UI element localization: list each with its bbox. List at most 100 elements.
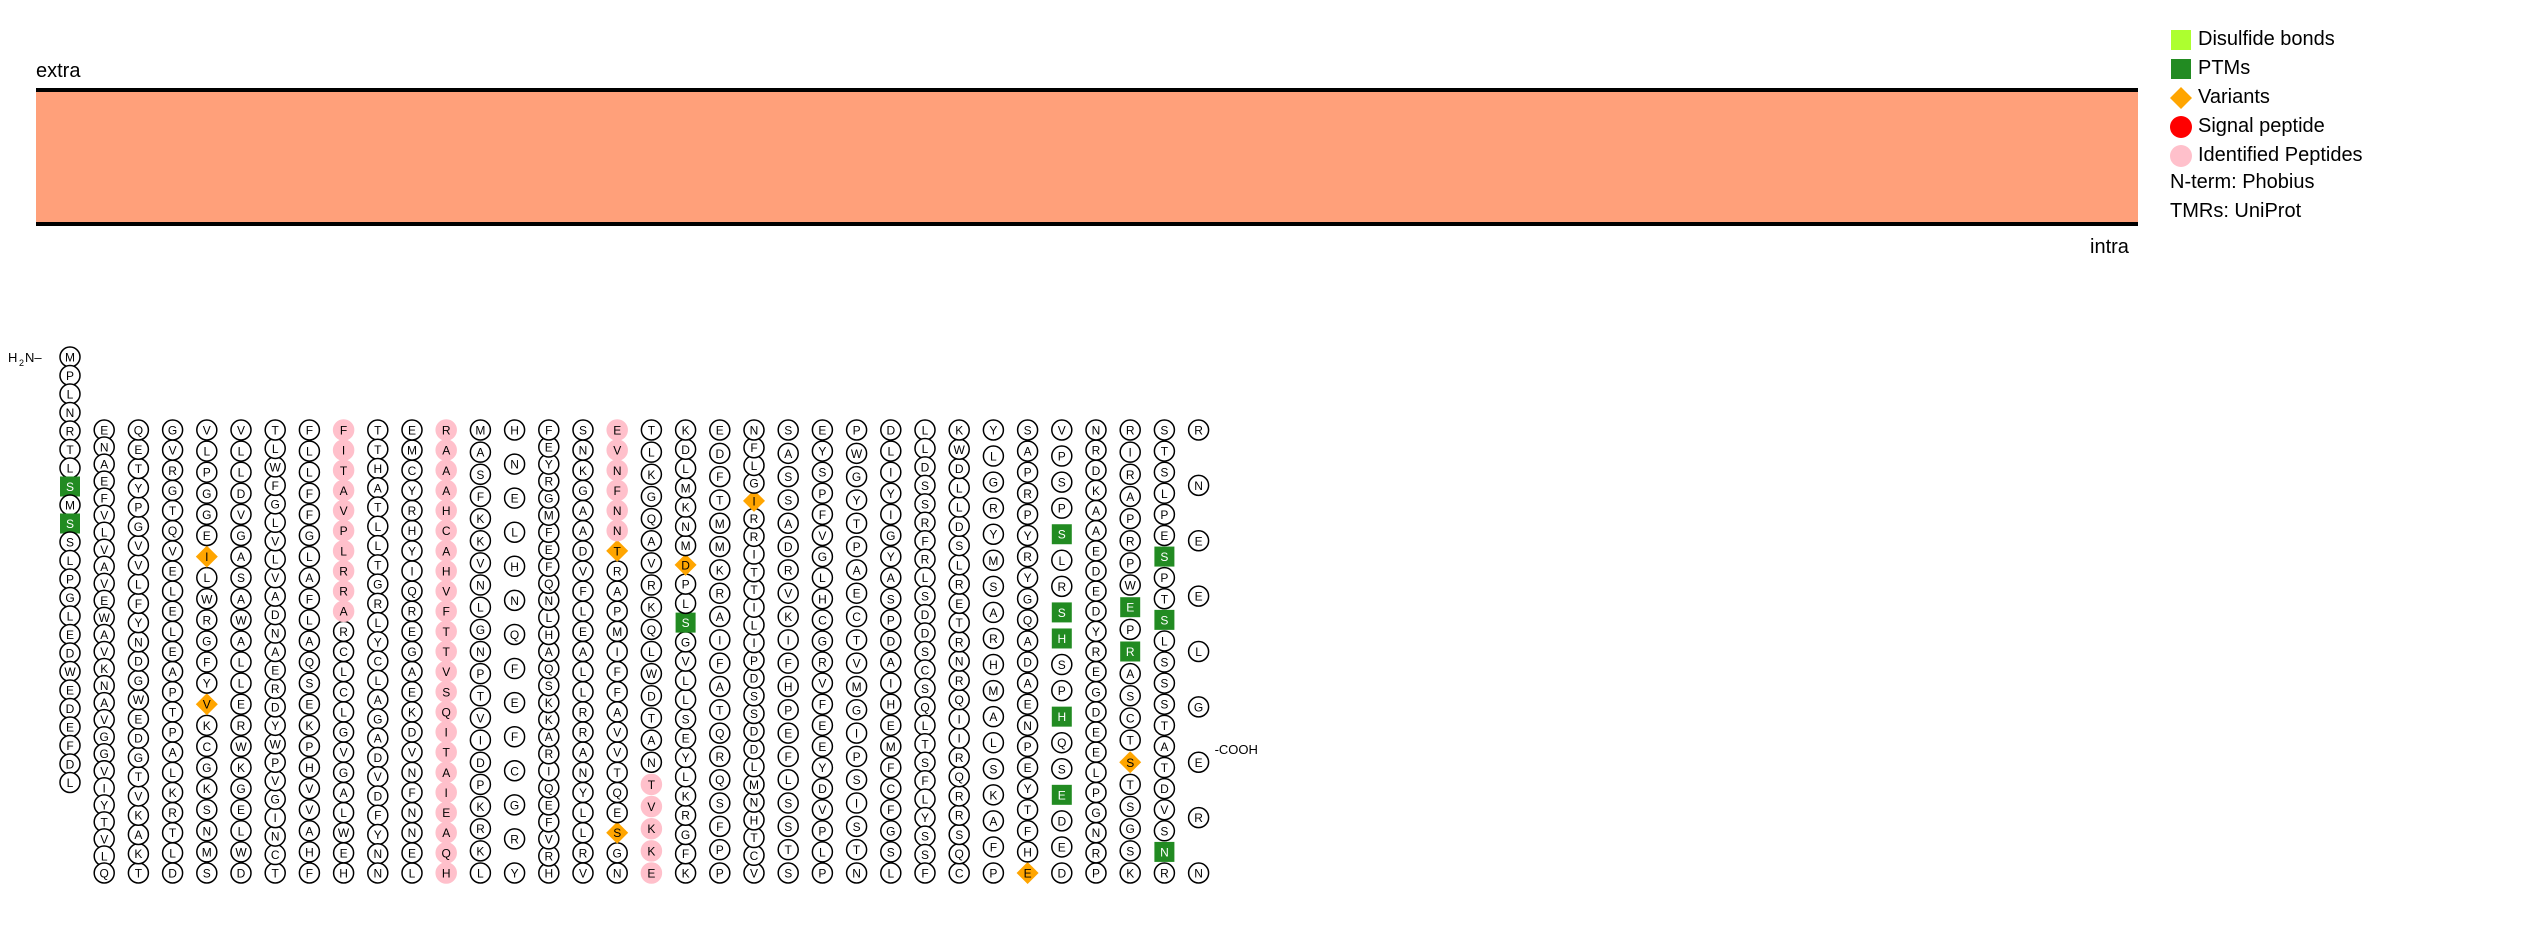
- residue: [1187, 696, 1210, 718]
- residue: [196, 419, 218, 441]
- residue: [845, 815, 868, 838]
- residue-letter: Y: [408, 544, 416, 558]
- residue: [1016, 588, 1039, 610]
- residue-letter: A: [1126, 667, 1134, 681]
- residue-letter: E: [1024, 761, 1032, 775]
- residue-letter: Y: [1024, 571, 1032, 585]
- residue: [196, 777, 218, 800]
- residue-letter: P: [1160, 571, 1168, 585]
- residue: [230, 798, 252, 821]
- residue: [196, 461, 218, 483]
- residue-letter: A: [100, 560, 108, 574]
- ptm-square-icon: [2171, 59, 2191, 79]
- peptide-residue: [640, 840, 663, 862]
- residue-letter: Q: [955, 770, 964, 784]
- residue-letter: S: [1058, 658, 1066, 672]
- residue-letter: W: [270, 737, 282, 751]
- residue-letter: Y: [818, 445, 826, 459]
- residue-letter: E: [1092, 585, 1100, 599]
- residue: [196, 503, 218, 526]
- residue-letter: S: [921, 479, 929, 493]
- residue-letter: S: [442, 685, 450, 699]
- residue-letter: L: [374, 674, 381, 688]
- residue: [640, 640, 663, 663]
- residue-letter: H: [989, 658, 998, 672]
- residue: [880, 841, 902, 863]
- ptm-residue: [1120, 641, 1141, 662]
- residue-letter: F: [921, 867, 928, 881]
- residue-letter: V: [750, 867, 758, 881]
- residue-letter: A: [237, 634, 245, 648]
- residue-letter: F: [579, 585, 586, 599]
- residue-letter: E: [1092, 746, 1100, 760]
- residue-letter: Q: [647, 623, 656, 637]
- residue-letter: N: [613, 524, 622, 538]
- residue-letter: V: [203, 424, 211, 438]
- residue-letter: L: [887, 445, 894, 459]
- residue-letter: L: [203, 445, 210, 459]
- residue: [880, 651, 902, 673]
- residue-letter: A: [442, 826, 450, 840]
- residue-letter: G: [271, 793, 280, 807]
- residue-letter: Y: [921, 811, 929, 825]
- residue: [1119, 862, 1141, 884]
- residue: [982, 471, 1005, 493]
- residue: [230, 630, 252, 652]
- residue-letter: E: [134, 712, 142, 726]
- residue-letter: A: [853, 563, 861, 577]
- residue: [777, 745, 799, 768]
- residue: [1119, 507, 1141, 530]
- residue-letter: D: [66, 647, 75, 661]
- residue-letter: P: [134, 501, 142, 515]
- residue-letter: Y: [887, 487, 895, 501]
- residue: [845, 768, 868, 791]
- residue-letter: T: [648, 424, 656, 438]
- residue-letter: N: [510, 594, 519, 608]
- residue-letter: V: [340, 746, 348, 760]
- residue-letter: G: [1091, 685, 1100, 699]
- residue: [640, 729, 663, 751]
- residue-letter: P: [169, 726, 177, 740]
- residue: [777, 815, 799, 838]
- residue-letter: T: [1161, 592, 1169, 606]
- residue: [503, 487, 526, 509]
- residue-letter: R: [1126, 424, 1135, 438]
- residue-letter: S: [1058, 606, 1066, 620]
- residue: [196, 735, 218, 758]
- residue: [230, 862, 252, 884]
- residue-letter: N: [852, 867, 861, 881]
- residue: [709, 489, 731, 511]
- residue-letter: R: [168, 806, 177, 820]
- residue-letter: V: [613, 726, 621, 740]
- residue-letter: A: [169, 665, 177, 679]
- residue-letter: L: [101, 849, 108, 863]
- residue-letter: L: [101, 526, 108, 540]
- residue: [845, 699, 868, 721]
- residue: [298, 609, 321, 631]
- residue: [230, 461, 252, 483]
- residue-letter: V: [818, 529, 826, 543]
- residue: [982, 784, 1005, 806]
- residue: [1016, 440, 1039, 462]
- residue-letter: Y: [408, 484, 416, 498]
- residue-letter: D: [66, 758, 75, 772]
- residue-letter: T: [340, 464, 348, 478]
- residue-letter: F: [340, 424, 347, 438]
- residue-letter: E: [1058, 840, 1066, 854]
- residue-letter: F: [682, 847, 689, 861]
- residue-letter: F: [66, 739, 73, 753]
- residue: [1016, 798, 1039, 821]
- residue-letter: G: [373, 578, 382, 592]
- variant-residue: [606, 539, 629, 562]
- residue-letter: E: [271, 663, 279, 677]
- residue: [777, 838, 799, 861]
- residue: [845, 745, 868, 768]
- residue: [469, 751, 492, 773]
- residue: [230, 482, 252, 505]
- residue: [777, 535, 799, 558]
- residue: [1016, 566, 1039, 589]
- peptide-residue: [640, 773, 663, 796]
- residue-letter: E: [887, 719, 895, 733]
- residue-letter: R: [955, 674, 964, 688]
- residue: [845, 512, 868, 535]
